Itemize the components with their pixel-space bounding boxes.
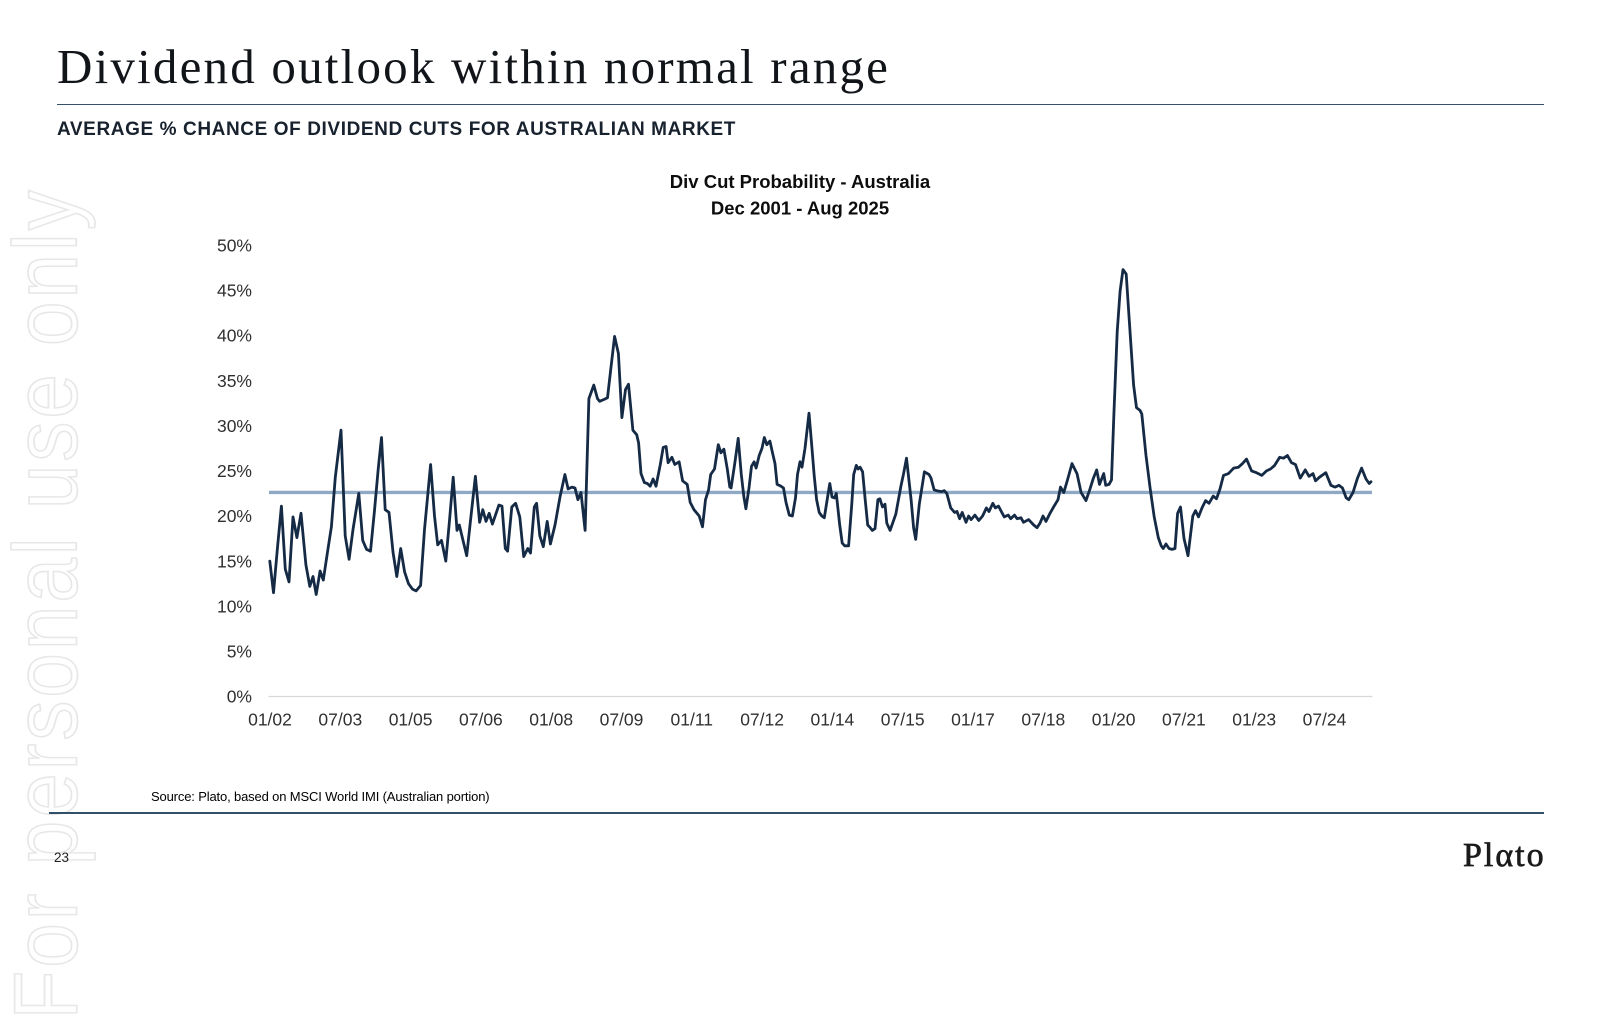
svg-text:0%: 0% — [227, 687, 252, 707]
svg-text:07/03: 07/03 — [318, 710, 362, 730]
svg-text:5%: 5% — [227, 642, 252, 662]
svg-text:25%: 25% — [217, 461, 252, 481]
svg-text:01/11: 01/11 — [671, 710, 714, 730]
svg-text:30%: 30% — [217, 416, 252, 436]
svg-text:07/18: 07/18 — [1021, 710, 1065, 730]
svg-text:45%: 45% — [217, 281, 252, 301]
svg-text:01/20: 01/20 — [1092, 710, 1136, 730]
svg-text:40%: 40% — [217, 326, 252, 346]
svg-text:01/14: 01/14 — [811, 710, 855, 730]
svg-text:07/09: 07/09 — [600, 710, 644, 730]
svg-text:07/15: 07/15 — [881, 710, 925, 730]
svg-text:01/08: 01/08 — [529, 710, 573, 730]
svg-text:07/12: 07/12 — [740, 710, 784, 730]
svg-text:35%: 35% — [217, 371, 252, 391]
svg-text:07/06: 07/06 — [459, 710, 503, 730]
svg-text:01/05: 01/05 — [389, 710, 433, 730]
svg-text:07/24: 07/24 — [1303, 710, 1347, 730]
svg-text:01/17: 01/17 — [951, 710, 995, 730]
svg-text:01/23: 01/23 — [1232, 710, 1276, 730]
svg-text:10%: 10% — [217, 596, 252, 616]
svg-text:15%: 15% — [217, 551, 252, 571]
svg-text:Dec 2001 - Aug 2025: Dec 2001 - Aug 2025 — [711, 198, 889, 219]
svg-text:50%: 50% — [217, 235, 252, 255]
svg-text:20%: 20% — [217, 506, 252, 526]
svg-text:Div Cut Probability - Australi: Div Cut Probability - Australia — [670, 171, 931, 192]
svg-text:07/21: 07/21 — [1162, 710, 1206, 730]
svg-text:01/02: 01/02 — [248, 710, 292, 730]
